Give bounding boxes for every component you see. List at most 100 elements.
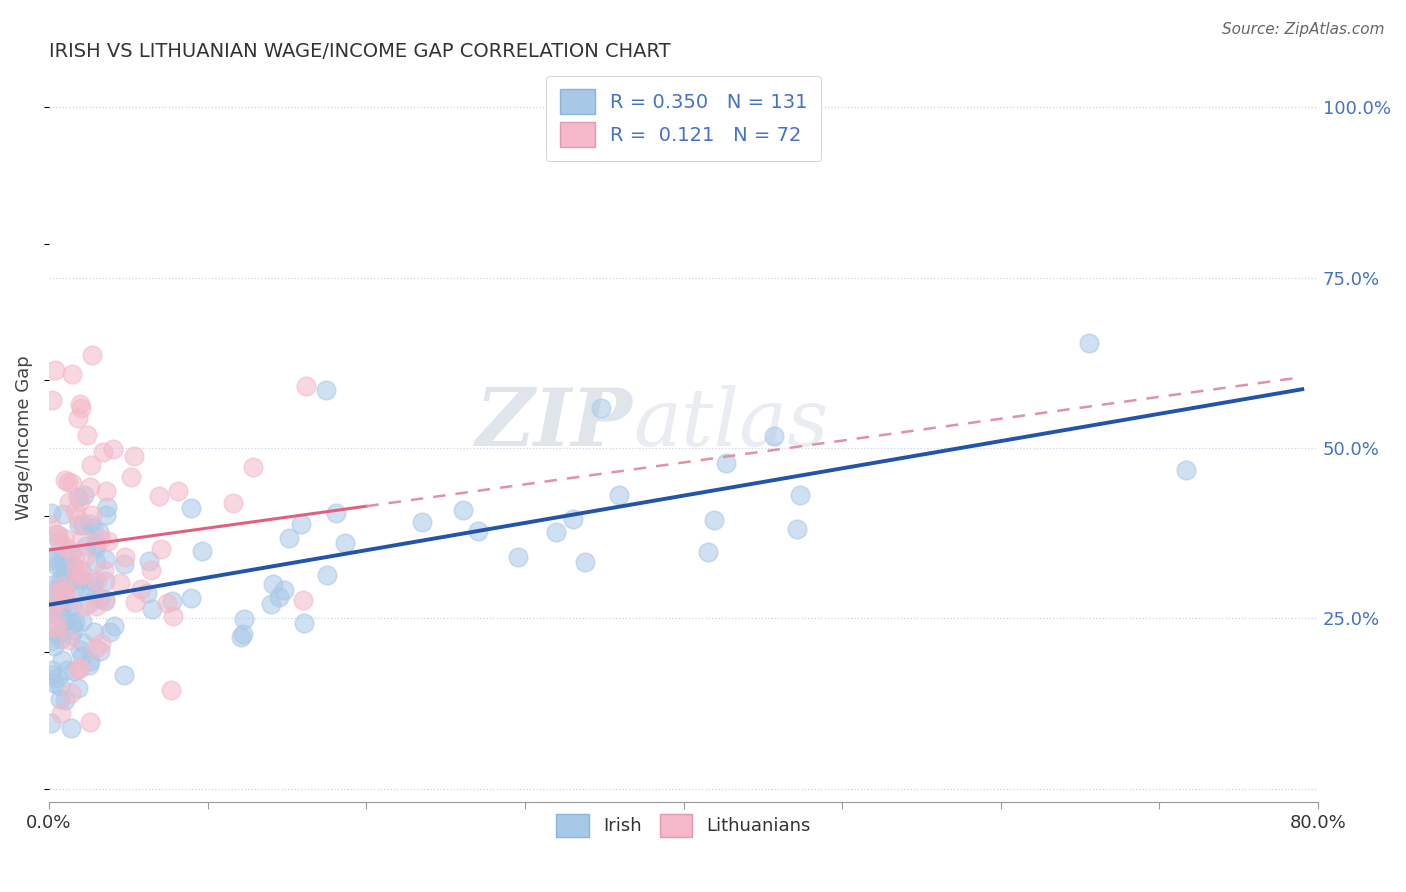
Point [789, 488, 811, 502]
Point [122, 449, 145, 463]
Point [49, 692, 72, 706]
Point [72, 648, 94, 663]
Point [89, 591, 111, 605]
Point [39, 716, 62, 731]
Point [56, 591, 79, 606]
Text: Source: ZipAtlas.com: Source: ZipAtlas.com [1222, 22, 1385, 37]
Point [94, 594, 117, 608]
Point [160, 682, 183, 697]
Point [53, 583, 76, 598]
Point [93, 444, 115, 458]
Point [51, 581, 73, 595]
Point [786, 522, 808, 536]
Point [93, 574, 115, 589]
Point [84, 555, 107, 569]
Point [46, 618, 69, 632]
Point [180, 591, 202, 606]
Point [79, 517, 101, 532]
Point [222, 496, 245, 510]
Point [53, 531, 76, 545]
Point [52, 616, 75, 631]
Y-axis label: Wage/Income Gap: Wage/Income Gap [15, 356, 32, 520]
Point [112, 667, 135, 681]
Point [41, 664, 63, 678]
Point [66, 490, 89, 504]
Point [41, 603, 63, 617]
Point [56, 475, 79, 489]
Point [41, 598, 63, 612]
Point [39, 506, 62, 520]
Point [46, 627, 69, 641]
Point [141, 602, 163, 616]
Point [51, 653, 73, 667]
Point [45, 526, 67, 541]
Point [53, 693, 76, 707]
Legend: Irish, Lithuanians: Irish, Lithuanians [548, 806, 818, 844]
Point [96, 500, 118, 514]
Point [65, 504, 87, 518]
Point [52, 508, 75, 522]
Point [290, 516, 312, 531]
Point [39, 553, 62, 567]
Text: IRISH VS LITHUANIAN WAGE/INCOME GAP CORRELATION CHART: IRISH VS LITHUANIAN WAGE/INCOME GAP CORR… [49, 42, 671, 61]
Point [83, 625, 105, 640]
Point [44, 618, 66, 632]
Point [46, 594, 69, 608]
Point [574, 554, 596, 568]
Point [262, 577, 284, 591]
Point [89, 643, 111, 657]
Point [79, 596, 101, 610]
Point [56, 577, 79, 591]
Point [86, 574, 108, 588]
Point [70, 531, 93, 545]
Point [63, 624, 86, 638]
Point [66, 411, 89, 425]
Point [49, 535, 72, 549]
Point [48, 534, 70, 549]
Point [41, 392, 63, 407]
Point [86, 540, 108, 554]
Point [98, 624, 121, 639]
Point [561, 511, 583, 525]
Point [1174, 463, 1197, 477]
Point [52, 595, 75, 609]
Point [242, 459, 264, 474]
Point [93, 592, 115, 607]
Point [39, 633, 62, 648]
Point [67, 662, 90, 676]
Point [90, 636, 112, 650]
Point [508, 550, 530, 565]
Point [80, 458, 103, 472]
Point [79, 714, 101, 729]
Point [52, 549, 75, 563]
Point [114, 550, 136, 565]
Point [42, 587, 65, 601]
Point [124, 595, 146, 609]
Point [49, 632, 72, 646]
Point [591, 401, 613, 415]
Point [148, 489, 170, 503]
Point [60, 368, 83, 382]
Point [277, 532, 299, 546]
Point [59, 628, 82, 642]
Point [58, 600, 80, 615]
Point [295, 379, 318, 393]
Point [58, 574, 80, 589]
Point [46, 528, 69, 542]
Point [316, 568, 339, 582]
Point [70, 614, 93, 628]
Point [80, 508, 103, 522]
Point [79, 480, 101, 494]
Point [696, 545, 718, 559]
Point [232, 626, 254, 640]
Point [84, 537, 107, 551]
Point [73, 550, 96, 565]
Point [59, 686, 82, 700]
Point [411, 516, 433, 530]
Point [65, 563, 87, 577]
Point [267, 590, 290, 604]
Point [325, 507, 347, 521]
Point [69, 642, 91, 657]
Point [53, 579, 76, 593]
Point [69, 494, 91, 508]
